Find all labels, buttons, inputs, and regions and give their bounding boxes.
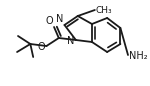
Text: CH₃: CH₃ [96,6,112,15]
Text: N: N [56,14,64,24]
Text: N: N [67,36,74,46]
Text: NH₂: NH₂ [129,51,148,61]
Text: O: O [45,16,53,26]
Text: O: O [38,42,45,52]
